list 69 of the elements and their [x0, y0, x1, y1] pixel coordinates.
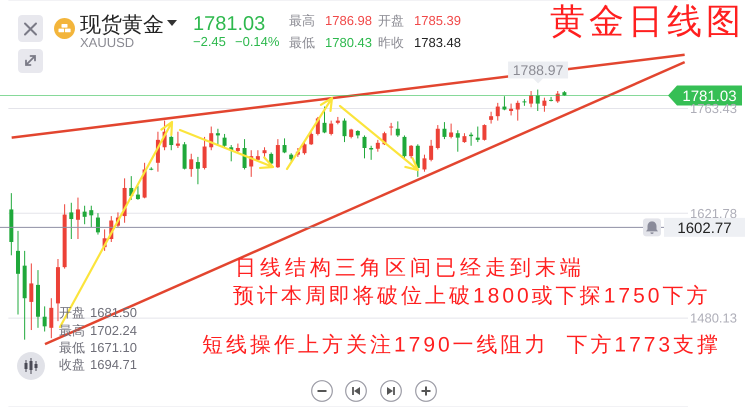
candlestick — [556, 90, 560, 104]
annotation: 最低 1780.43 — [289, 34, 372, 50]
candlestick — [196, 156, 200, 185]
annotation: XAUUSD — [80, 35, 134, 51]
candlestick — [276, 138, 280, 168]
candlestick — [136, 184, 140, 200]
candlestick — [416, 144, 420, 178]
candlestick — [489, 111, 494, 124]
annotation: −0.14% — [235, 34, 280, 50]
candlestick — [536, 89, 540, 112]
candlestick — [516, 100, 520, 122]
annotation: 收盘 1694.71 — [59, 357, 137, 372]
candlestick — [176, 131, 180, 148]
chart-title: 黄金日线图 — [550, 1, 745, 43]
candlestick — [16, 230, 20, 315]
candlestick — [302, 142, 307, 156]
candlestick — [456, 130, 460, 152]
candlestick — [376, 139, 380, 152]
candlestick — [222, 133, 227, 148]
annotation: 最低 1671.10 — [59, 340, 137, 356]
candlestick — [69, 202, 74, 240]
candlestick — [369, 145, 374, 160]
candlestick — [342, 118, 346, 143]
candlestick — [202, 136, 207, 170]
candlestick — [236, 143, 240, 154]
candlestick — [89, 205, 94, 228]
candlestick — [482, 124, 486, 142]
candlestick — [322, 106, 327, 134]
candlestick — [349, 128, 354, 139]
candlestick — [29, 262, 34, 331]
candlestick — [216, 128, 220, 146]
candlestick — [422, 154, 426, 172]
candlestick — [189, 153, 194, 178]
candlestick — [42, 306, 47, 332]
y-tick-label: 1480.13 — [690, 310, 737, 326]
candlestick — [429, 139, 434, 162]
y-tick-label: 1621.78 — [690, 206, 737, 221]
candlestick — [329, 120, 334, 136]
candlestick — [76, 197, 80, 240]
annotation: 最高 1786.98 — [289, 13, 372, 28]
candlestick — [436, 124, 440, 150]
candlestick — [282, 138, 287, 154]
annotation: 预计本周即将破位上破1800或下探1750下方 — [233, 283, 710, 309]
annotation: 开盘 1785.39 — [378, 13, 461, 28]
ref-line-label: 1602.77 — [677, 220, 732, 237]
candlestick — [396, 120, 400, 138]
candlestick — [442, 122, 446, 140]
candlestick — [542, 97, 546, 112]
candlestick — [409, 144, 414, 159]
annotation: 1788.97 — [512, 62, 564, 78]
annotation: −2.45 — [193, 34, 226, 50]
candlestick — [469, 132, 474, 146]
annotation: 1781.03 — [193, 12, 266, 36]
annotation: 日线结构三角区间已经走到末端 — [235, 255, 585, 281]
candlestick — [502, 96, 506, 111]
candlestick — [496, 102, 500, 122]
candlestick — [449, 123, 454, 139]
candlestick — [402, 134, 406, 160]
candlestick — [476, 126, 480, 143]
annotation: 昨收 1783.48 — [378, 34, 461, 50]
annotation: 现货黄金 — [80, 12, 164, 38]
candlestick — [389, 122, 394, 136]
candlestick — [82, 205, 87, 225]
candlestick — [96, 212, 100, 236]
annotation: 短线操作上方关注1790一线阻力 下方1773支撑 — [202, 332, 722, 358]
candlestick — [362, 134, 366, 159]
candlestick — [462, 132, 466, 144]
candlestick — [529, 90, 534, 108]
candlestick — [49, 298, 54, 339]
